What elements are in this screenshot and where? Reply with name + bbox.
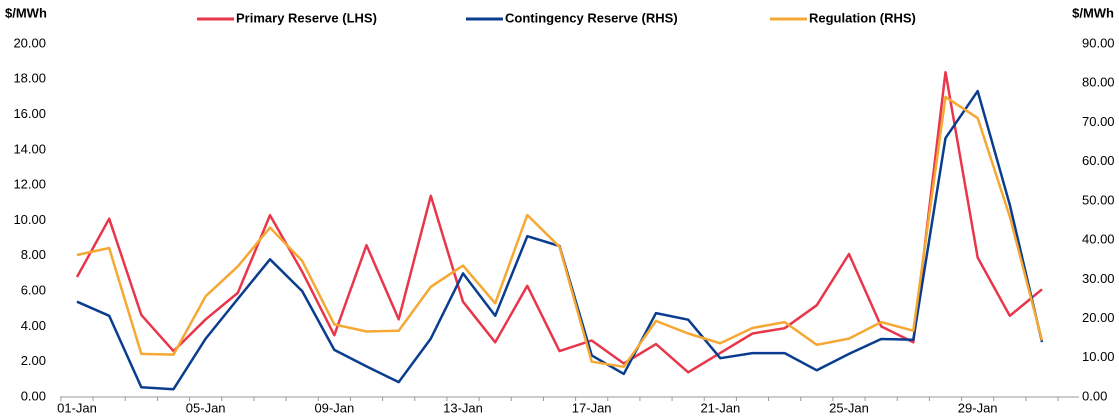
x-tick-label: 21-Jan — [700, 400, 740, 415]
y-axis-label: $/MWh — [5, 5, 47, 20]
y2-tick-label: 80.00 — [1082, 75, 1115, 90]
series-line — [75, 70, 1043, 374]
y-tick-label: 2.00 — [21, 353, 46, 368]
y-tick-label: 20.00 — [13, 35, 46, 50]
y-tick-label: 12.00 — [13, 177, 46, 192]
y-tick-label: 0.00 — [21, 388, 46, 403]
y2-tick-label: 60.00 — [1082, 153, 1115, 168]
y2-tick-label: 30.00 — [1082, 271, 1115, 286]
legend-label: Contingency Reserve (RHS) — [505, 10, 678, 25]
y-tick-label: 10.00 — [13, 212, 46, 227]
series-line — [76, 89, 1044, 391]
y2-axis-label: $/MWh — [1072, 5, 1114, 20]
y2-tick-label: 90.00 — [1082, 35, 1115, 50]
y2-tick-label: 70.00 — [1082, 114, 1115, 129]
y-tick-label: 16.00 — [13, 106, 46, 121]
legend-label: Primary Reserve (LHS) — [236, 10, 377, 25]
x-tick-label: 25-Jan — [829, 400, 869, 415]
y-tick-label: 14.00 — [13, 141, 46, 156]
x-tick-label: 17-Jan — [572, 400, 612, 415]
y2-tick-label: 40.00 — [1082, 232, 1115, 247]
x-tick-label: 05-Jan — [186, 400, 226, 415]
y-tick-label: 18.00 — [13, 71, 46, 86]
y2-tick-label: 50.00 — [1082, 192, 1115, 207]
y2-tick-label: 10.00 — [1082, 349, 1115, 364]
x-tick-label: 29-Jan — [958, 400, 998, 415]
legend-label: Regulation (RHS) — [809, 10, 916, 25]
y-tick-label: 6.00 — [21, 283, 46, 298]
y-tick-label: 4.00 — [21, 318, 46, 333]
x-tick-label: 13-Jan — [443, 400, 483, 415]
y2-tick-label: 0.00 — [1082, 388, 1107, 403]
y2-tick-label: 20.00 — [1082, 310, 1115, 325]
series-line — [76, 95, 1044, 369]
y-tick-label: 8.00 — [21, 247, 46, 262]
x-tick-label: 01-Jan — [57, 400, 97, 415]
x-tick-label: 09-Jan — [314, 400, 354, 415]
